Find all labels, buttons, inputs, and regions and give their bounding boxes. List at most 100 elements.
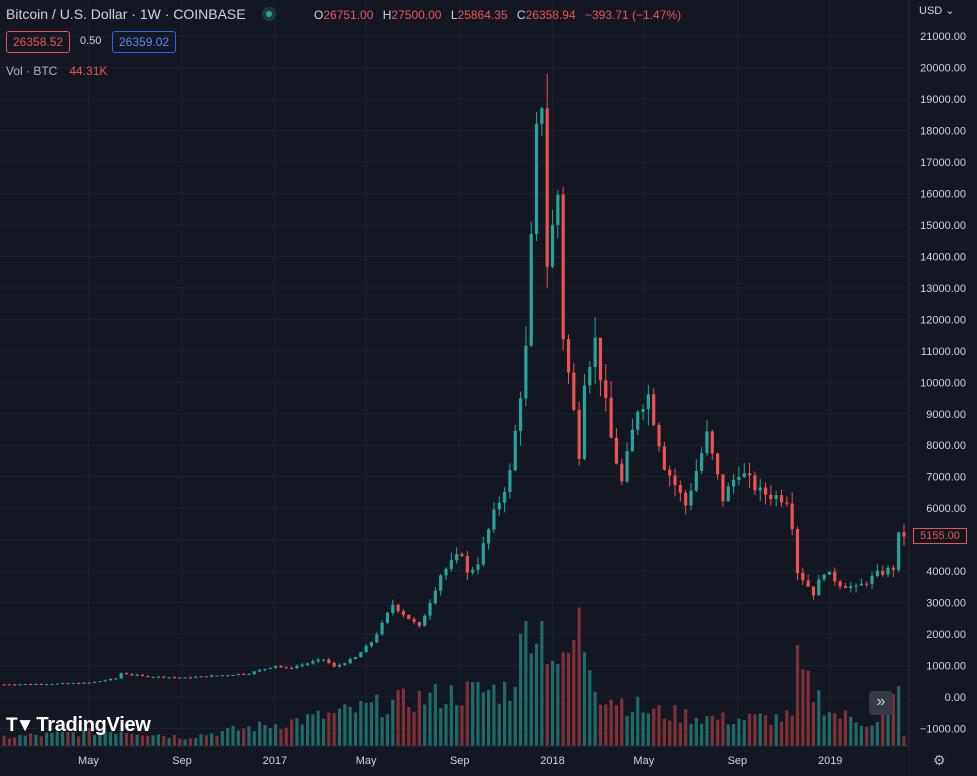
- candle-body: [412, 619, 416, 622]
- candle-body: [854, 585, 858, 587]
- volume-bar: [396, 689, 400, 746]
- volume-bar: [204, 735, 208, 746]
- volume-bar: [875, 722, 879, 746]
- candle-body: [34, 684, 38, 686]
- volume-bar: [726, 724, 730, 746]
- candle-body: [199, 676, 203, 678]
- volume-bar: [348, 706, 352, 746]
- volume-bar: [375, 694, 379, 746]
- candle-body: [375, 634, 379, 643]
- volume-bar: [34, 734, 38, 746]
- candle-body: [45, 684, 49, 686]
- price-tick-label: 4000.00: [926, 566, 966, 578]
- spread-value: 0.50: [80, 35, 102, 47]
- market-status-icon[interactable]: [261, 7, 276, 21]
- candle-body: [769, 494, 773, 499]
- low-value: 25864.35: [457, 8, 508, 22]
- candle-body: [50, 684, 54, 686]
- price-tick-label: 0.00: [945, 692, 966, 704]
- candle-body: [646, 394, 650, 410]
- volume-bar: [439, 708, 443, 746]
- price-tick-label: 1000.00: [926, 661, 966, 673]
- price-tick-label: 10000.00: [920, 377, 966, 389]
- volume-bar: [881, 712, 885, 746]
- volume-bar: [721, 712, 725, 746]
- tradingview-logo[interactable]: T▼ TradingView: [6, 714, 151, 737]
- candle-body: [460, 554, 464, 556]
- volume-value: 44.31K: [69, 64, 108, 78]
- volume-bar: [822, 715, 826, 746]
- candle-body: [13, 684, 17, 686]
- candle-body: [364, 645, 368, 653]
- symbol-header[interactable]: Bitcoin / U.S. Dollar · 1W · COINBASE: [6, 6, 282, 22]
- volume-bar: [561, 652, 565, 746]
- candle-body: [556, 194, 560, 225]
- volume-bar: [614, 705, 619, 746]
- buy-price-button[interactable]: 26359.02: [112, 31, 177, 53]
- volume-bar: [689, 723, 693, 746]
- candle-body: [540, 108, 544, 124]
- volume-label: Vol · BTC: [6, 64, 58, 78]
- tradingview-logo-icon: T▼: [6, 715, 34, 736]
- volume-bar: [731, 724, 736, 746]
- close-label: C: [516, 8, 526, 22]
- volume-bar: [263, 725, 267, 746]
- volume-bar: [572, 640, 576, 746]
- volume-bar: [433, 684, 437, 746]
- candle-body: [252, 671, 256, 675]
- volume-bar: [891, 693, 895, 746]
- volume-bar: [236, 730, 240, 746]
- time-axis-background: [0, 746, 909, 776]
- volume-bar: [359, 701, 363, 746]
- volume-bar: [289, 719, 294, 746]
- candle-body: [428, 603, 432, 616]
- candle-body: [641, 409, 645, 412]
- volume-bar: [156, 734, 161, 746]
- currency-selector[interactable]: USD ⌄: [919, 4, 955, 17]
- chart-settings-button[interactable]: ⚙: [933, 752, 946, 769]
- candle-body: [449, 560, 453, 569]
- volume-bar: [795, 645, 800, 746]
- candle-body: [87, 682, 91, 684]
- volume-bar: [82, 730, 86, 746]
- volume-bar: [529, 653, 533, 746]
- volume-bar: [385, 714, 390, 746]
- time-axis[interactable]: May Sep 2017 May Sep 2018 May Sep 2019: [0, 745, 909, 776]
- price-tick-label: 15000.00: [920, 220, 966, 232]
- candle-series: [2, 73, 906, 686]
- candle-body: [289, 667, 294, 669]
- candle-body: [146, 675, 150, 678]
- volume-bar: [55, 731, 59, 746]
- scroll-to-realtime-button[interactable]: »: [869, 691, 893, 715]
- volume-bar: [98, 731, 102, 746]
- volume-bar: [471, 682, 475, 746]
- volume-bar: [886, 702, 890, 746]
- candle-body: [593, 337, 597, 368]
- candle-body: [827, 571, 832, 575]
- volume-bar: [295, 718, 299, 746]
- candle-body: [29, 684, 33, 686]
- candle-body: [284, 667, 288, 669]
- candle-body: [423, 615, 427, 627]
- volume-bar: [242, 728, 246, 746]
- price-axis[interactable]: 21000.00 20000.00 19000.00 18000.00 17000.00…: [908, 0, 977, 776]
- volume-bar: [497, 703, 501, 746]
- volume-bar: [801, 669, 805, 746]
- sell-price-button[interactable]: 26358.52: [6, 31, 71, 53]
- volume-legend[interactable]: Vol · BTC 44.31K: [6, 64, 107, 78]
- volume-bar: [625, 715, 629, 746]
- volume-bar: [284, 727, 288, 746]
- candle-body: [135, 674, 139, 676]
- candle-body: [716, 453, 720, 475]
- volume-bar: [258, 721, 262, 746]
- symbol-title[interactable]: Bitcoin / U.S. Dollar · 1W · COINBASE: [6, 6, 246, 22]
- volume-bar: [311, 714, 315, 746]
- volume-bar: [353, 712, 358, 746]
- candle-body: [39, 684, 43, 686]
- volume-bar: [279, 729, 283, 746]
- candle-body: [71, 683, 75, 685]
- candle-body: [305, 663, 310, 665]
- volume-bar: [268, 727, 272, 746]
- volume-bar: [337, 708, 342, 746]
